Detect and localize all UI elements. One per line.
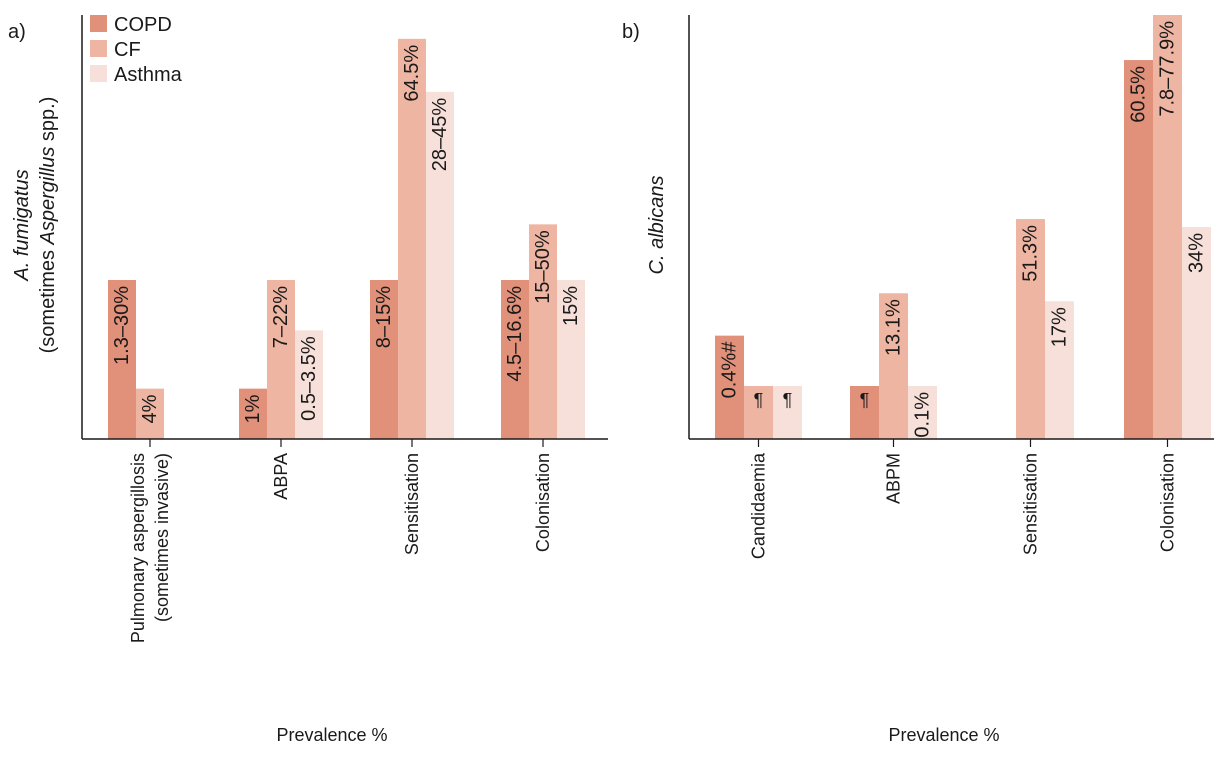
data-label-b-candidaemia-copd: 0.4%# <box>719 341 741 399</box>
bar-a-abpa-copd <box>239 388 267 439</box>
data-label-a-abpa-cf: 7–22% <box>270 286 292 348</box>
bar-b-colonisation-cf <box>1153 15 1182 439</box>
panel-b-bars: 0.4%# ¶ ¶ ¶ 13.1% 0.1% 51.3% 17% 60.5% 7.8–77.9% 3… <box>715 15 1211 440</box>
bar-a-abpa-asthma <box>295 330 323 439</box>
x-tick-label-a-sensitisation: Sensitisation <box>402 453 422 555</box>
bar-b-candidaemia-copd <box>715 335 744 439</box>
x-tick-label-b-abpm: ABPM <box>884 453 904 504</box>
data-label-b-abpm-copd: ¶ <box>860 390 870 410</box>
x-tick-label-a-colonisation: Colonisation <box>533 453 553 552</box>
panel-b: b) C. albicans 0.4%# ¶ ¶ ¶ 13.1% 0.1% 51.3% 17%… <box>622 15 1214 745</box>
data-label-b-colonisation-copd: 60.5% <box>1128 66 1150 123</box>
data-label-a-pulmonary-aspergillosis-sometimes-invasive-cf: 4% <box>139 394 161 423</box>
bar-a-sensitisation-copd <box>370 280 398 439</box>
panel-b-label: b) <box>622 21 640 43</box>
x-tick-label-a-abpa: ABPA <box>271 453 291 500</box>
bar-b-abpm-asthma <box>908 386 937 439</box>
data-label-b-sensitisation-cf: 51.3% <box>1020 225 1042 282</box>
panel-a-bars: 1.3–30% 4% 1% 7–22% 0.5–3.5% 8–15% 64.5% 28–45%… <box>108 38 585 439</box>
bar-a-sensitisation-cf <box>398 38 426 439</box>
bar-a-pulmonary-aspergillosis-sometimes-invasive-cf <box>136 388 164 439</box>
panel-a: a) A. fumigatus (sometimes Aspergillus s… <box>8 15 608 745</box>
x-tick-label-a-pulmonary-aspergillosis-sometimes-invasive-line2: (sometimes invasive) <box>152 453 172 622</box>
data-label-b-colonisation-cf: 7.8–77.9% <box>1157 21 1179 117</box>
legend: COPD CF Asthma <box>90 14 183 86</box>
panel-a-axes: Pulmonary aspergillosis (sometimes invasi… <box>81 15 608 643</box>
legend-label-copd: COPD <box>114 14 172 36</box>
panel-a-ylabel-line1: A. fumigatus <box>11 169 33 281</box>
data-label-a-colonisation-copd: 4.5–16.6% <box>504 286 526 382</box>
bar-b-abpm-cf <box>879 293 908 439</box>
bar-b-colonisation-asthma <box>1182 227 1211 439</box>
bar-b-sensitisation-cf <box>1016 219 1045 439</box>
x-tick-label-b-sensitisation: Sensitisation <box>1021 453 1041 555</box>
bar-a-sensitisation-asthma <box>426 91 454 439</box>
bar-a-abpa-cf <box>267 280 295 439</box>
panel-a-ylabel-line2: (sometimes Aspergillus spp.) <box>37 97 59 354</box>
legend-swatch-copd <box>90 15 107 32</box>
legend-label-asthma: Asthma <box>114 64 183 86</box>
bar-a-pulmonary-aspergillosis-sometimes-invasive-copd <box>108 280 136 439</box>
data-label-b-abpm-cf: 13.1% <box>883 299 905 356</box>
data-label-a-sensitisation-copd: 8–15% <box>373 286 395 348</box>
bar-a-colonisation-cf <box>529 224 557 439</box>
panel-b-ylabel: C. albicans <box>646 176 668 275</box>
x-tick-label-b-colonisation: Colonisation <box>1158 453 1178 552</box>
data-label-b-colonisation-asthma: 34% <box>1186 233 1208 273</box>
panel-b-xlabel: Prevalence % <box>888 725 999 745</box>
data-label-a-sensitisation-asthma: 28–45% <box>429 98 451 172</box>
bar-b-candidaemia-cf <box>744 386 773 439</box>
data-label-a-abpa-asthma: 0.5–3.5% <box>298 336 320 421</box>
legend-swatch-cf <box>90 40 107 57</box>
data-label-a-sensitisation-cf: 64.5% <box>401 45 423 102</box>
x-tick-label-a-pulmonary-aspergillosis-sometimes-invasive-line1: Pulmonary aspergillosis <box>128 453 148 643</box>
panel-a-label: a) <box>8 21 26 43</box>
data-label-a-pulmonary-aspergillosis-sometimes-invasive-copd: 1.3–30% <box>111 286 133 365</box>
bar-b-abpm-copd <box>850 386 879 439</box>
data-label-b-candidaemia-cf: ¶ <box>754 390 764 410</box>
data-label-a-colonisation-asthma: 15% <box>560 286 582 326</box>
bar-a-colonisation-copd <box>501 280 529 439</box>
legend-swatch-asthma <box>90 65 107 82</box>
legend-label-cf: CF <box>114 39 141 61</box>
bar-b-candidaemia-asthma <box>773 386 802 439</box>
data-label-a-abpa-copd: 1% <box>242 394 264 423</box>
data-label-b-sensitisation-asthma: 17% <box>1049 307 1071 347</box>
data-label-b-abpm-asthma: 0.1% <box>912 392 934 438</box>
x-tick-label-b-candidaemia: Candidaemia <box>749 452 769 559</box>
panel-a-xlabel: Prevalence % <box>276 725 387 745</box>
data-label-b-candidaemia-asthma: ¶ <box>783 390 793 410</box>
panel-b-axes: Candidaemia ABPM Sensitisation Colonisation <box>688 15 1214 559</box>
bar-b-colonisation-copd <box>1124 60 1153 440</box>
data-label-a-colonisation-cf: 15–50% <box>532 230 554 304</box>
bar-b-sensitisation-asthma <box>1045 301 1074 439</box>
bar-a-colonisation-asthma <box>557 280 585 439</box>
